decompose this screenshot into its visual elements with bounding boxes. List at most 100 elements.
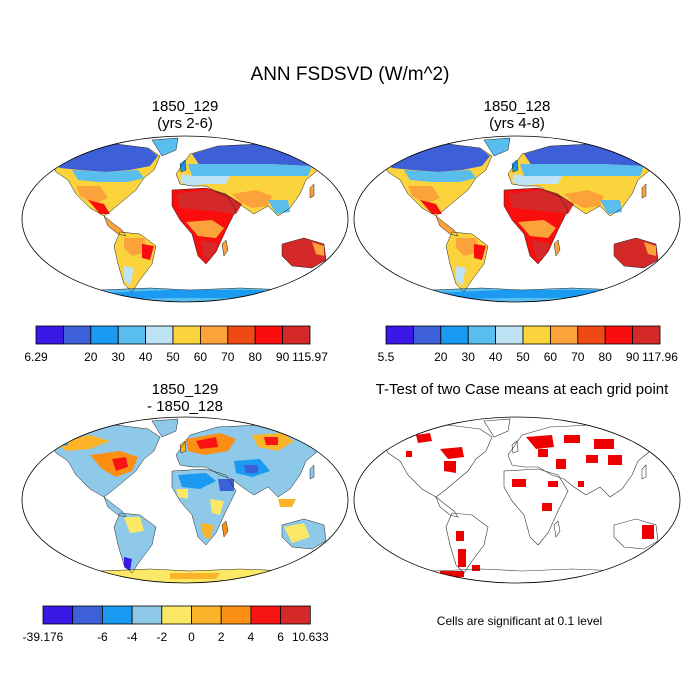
colorbar-tick-label: 5.5 bbox=[378, 350, 395, 364]
map-layer bbox=[22, 136, 348, 302]
usa-southwest bbox=[408, 186, 440, 204]
coastline-southAmerica bbox=[113, 231, 157, 293]
colorbar-1850-129: 6.29 20 30 40 50 60 70 80 90 115.97 bbox=[24, 325, 328, 365]
colorbar-tick-label: -4 bbox=[127, 630, 138, 644]
colorbar-tick-label: 50 bbox=[166, 350, 180, 364]
coastline-centralAmerica bbox=[435, 496, 459, 518]
colorbar-tick-label: 115.97 bbox=[292, 350, 328, 364]
coastline-japan bbox=[309, 464, 315, 480]
coastline-africa bbox=[503, 187, 569, 265]
canada-mid bbox=[72, 170, 144, 182]
colorbar-swatch bbox=[549, 325, 579, 345]
main-title: ANN FSDSVD (W/m^2) bbox=[250, 64, 450, 85]
colorbar-1850-128: 5.5 20 30 40 50 60 70 80 90 117.96 bbox=[378, 325, 678, 365]
map-panel-1850-129 bbox=[20, 134, 350, 304]
panel-title-1850-129: 1850_129 (yrs 2-6) bbox=[20, 98, 350, 132]
map-layer bbox=[354, 417, 680, 583]
significant-cells-19 bbox=[472, 565, 480, 571]
significant-cells-8 bbox=[586, 455, 598, 463]
map-svg bbox=[353, 135, 681, 303]
colorbar-tick-label: -2 bbox=[156, 630, 167, 644]
significant-cells-13 bbox=[578, 481, 584, 487]
siberia-mid bbox=[520, 164, 644, 176]
coastline-centralAmerica bbox=[103, 496, 127, 518]
colorbar-tick-label: 40 bbox=[139, 350, 153, 364]
coastline-southAmerica bbox=[113, 512, 157, 574]
tibet-cold bbox=[244, 465, 258, 473]
colorbar-swatch bbox=[412, 325, 442, 345]
coastline-madagascar bbox=[221, 520, 229, 538]
coastline-greenland bbox=[151, 418, 179, 438]
colorbar-tick-label: 90 bbox=[276, 350, 290, 364]
coastline-japan bbox=[309, 183, 315, 199]
colorbar-swatch bbox=[199, 325, 229, 345]
land-greenland bbox=[484, 138, 510, 156]
colorbar-swatch bbox=[42, 605, 74, 625]
land-japan bbox=[310, 465, 314, 479]
significant-cells-6 bbox=[564, 435, 580, 443]
coastline-antarctica bbox=[59, 287, 321, 302]
significant-cells-2 bbox=[444, 461, 456, 473]
colorbar-swatch bbox=[35, 325, 64, 345]
colorbar-tick-label: 6.29 bbox=[24, 350, 48, 364]
map-border bbox=[353, 135, 681, 303]
map-svg bbox=[21, 416, 349, 584]
colorbar-tick-label: 60 bbox=[194, 350, 208, 364]
coastline-madagascar bbox=[553, 239, 561, 257]
colorbar-svg: 6.29 20 30 40 50 60 70 80 90 115.97 bbox=[24, 325, 328, 364]
siberia-mid bbox=[188, 164, 312, 176]
usa-southwest bbox=[76, 186, 108, 204]
coastline-antarctica bbox=[391, 287, 653, 302]
colorbar-swatch bbox=[385, 325, 414, 345]
colorbar-swatch bbox=[604, 325, 633, 345]
panel-title-1850-128: 1850_128 (yrs 4-8) bbox=[352, 98, 682, 132]
coastline-australia bbox=[613, 518, 659, 550]
patagonia-cold bbox=[124, 557, 132, 571]
panel-title-difference: 1850_129 - 1850_128 bbox=[20, 381, 350, 415]
west-africa-warm bbox=[176, 489, 188, 499]
panel-title-line1: 1850_128 bbox=[483, 98, 551, 115]
coastline-uk bbox=[511, 440, 519, 454]
coastline-africa bbox=[503, 468, 569, 546]
colorbar-swatch bbox=[280, 605, 311, 625]
coastline-africa bbox=[171, 187, 237, 265]
southeast-asia bbox=[600, 200, 622, 214]
colorbar-tick-label: 40 bbox=[489, 350, 503, 364]
colorbar-swatch bbox=[440, 325, 469, 345]
colorbar-swatch bbox=[172, 325, 201, 345]
colorbar-swatch bbox=[577, 325, 606, 345]
coastline-greenland bbox=[151, 137, 179, 157]
significant-cells-3 bbox=[406, 451, 412, 457]
brazil-east bbox=[142, 244, 154, 260]
coastline-uk bbox=[511, 159, 519, 173]
mexico bbox=[420, 200, 442, 214]
sahara-cool bbox=[178, 473, 216, 489]
panel-title-line1: 1850_129 bbox=[151, 381, 219, 398]
coastline-uk bbox=[179, 159, 187, 173]
central-africa-band bbox=[518, 220, 556, 238]
colorbar-swatch bbox=[131, 605, 163, 625]
panel-title-line1: T-Test of two Case means at each grid po… bbox=[375, 381, 669, 398]
coastline-madagascar bbox=[553, 520, 561, 538]
ocean-background bbox=[354, 417, 680, 583]
map-panel-difference bbox=[20, 415, 350, 585]
coastline-uk bbox=[179, 440, 187, 454]
coastline-southAmerica bbox=[445, 231, 489, 293]
coastline-northAmerica bbox=[49, 143, 161, 217]
australia-warm bbox=[284, 523, 310, 543]
europe-hot bbox=[196, 437, 218, 449]
colorbar-tick-label: 60 bbox=[544, 350, 558, 364]
colorbar-swatch bbox=[145, 325, 174, 345]
colorbar-swatch bbox=[62, 325, 92, 345]
southern-africa bbox=[532, 240, 550, 260]
panel-title-line2: (yrs 4-8) bbox=[489, 115, 545, 132]
colorbar-tick-label: 80 bbox=[249, 350, 263, 364]
coastline-northAmerica bbox=[49, 424, 161, 498]
significant-cells-5 bbox=[538, 449, 548, 457]
panel-title-ttest: T-Test of two Case means at each grid po… bbox=[352, 381, 692, 398]
mexico bbox=[88, 200, 110, 214]
central-africa-band bbox=[186, 220, 224, 238]
colorbar-difference: -39.176 -6 -4 -2 0 2 4 6 10.633 bbox=[23, 605, 329, 645]
southeast-asia bbox=[268, 200, 290, 214]
colorbar-swatch bbox=[220, 605, 252, 625]
